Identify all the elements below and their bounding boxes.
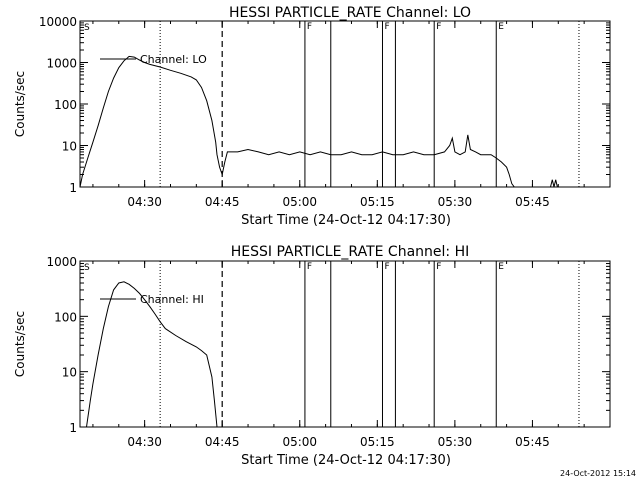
event-flag: E <box>498 262 504 272</box>
x-tick-label: 05:15 <box>360 195 395 209</box>
legend-label: Channel: HI <box>140 293 204 306</box>
chart-title: HESSI PARTICLE_RATE Channel: HI <box>231 244 469 260</box>
y-axis-label: Counts/sec <box>13 71 27 137</box>
x-tick-label: 04:45 <box>205 195 240 209</box>
y-tick-label: 100 <box>54 98 77 112</box>
x-tick-label: 04:30 <box>127 195 162 209</box>
plot-area: F F F E 04:30 04:45 05:00 05:15 05:30 05:45 1 10 100… <box>46 255 611 449</box>
event-flag: F <box>436 262 441 272</box>
y-tick-label: 1 <box>69 421 77 435</box>
x-tick-label: 05:00 <box>282 435 317 449</box>
x-tick-label: 04:45 <box>205 435 240 449</box>
y-tick-label: 10 <box>62 140 77 154</box>
y-tick-label: 1 <box>69 181 77 195</box>
x-tick-label: 05:30 <box>438 195 473 209</box>
x-tick-label: 05:30 <box>438 435 473 449</box>
event-flag: F <box>307 22 312 32</box>
x-axis-label: Start Time (24-Oct-12 04:17:30) <box>241 213 451 228</box>
x-tick-label: 05:45 <box>515 435 550 449</box>
start-flag: S <box>84 23 90 33</box>
y-tick-label: 10000 <box>39 15 77 29</box>
x-tick-label: 04:30 <box>127 435 162 449</box>
legend: Channel: HI <box>100 293 204 306</box>
x-tick-label: 05:00 <box>282 195 317 209</box>
plot-frame <box>79 20 611 188</box>
plot-frame <box>79 260 611 428</box>
y-axis-label: Counts/sec <box>13 311 27 377</box>
y-tick-label: 1000 <box>46 255 77 269</box>
x-tick-label: 05:15 <box>360 435 395 449</box>
event-flag: F <box>307 262 312 272</box>
y-tick-label: 100 <box>54 310 77 324</box>
series-line <box>79 55 515 188</box>
x-axis-label: Start Time (24-Oct-12 04:17:30) <box>241 453 451 468</box>
y-tick-label: 1000 <box>46 57 77 71</box>
legend-label: Channel: LO <box>140 53 207 66</box>
event-flag: E <box>498 22 504 32</box>
chart-panel-hi: HESSI PARTICLE_RATE Channel: HI F F F E 04:3… <box>13 244 611 468</box>
y-tick-label: 10 <box>62 366 77 380</box>
series-line <box>86 281 218 428</box>
event-flag: F <box>436 22 441 32</box>
event-flag: F <box>384 262 389 272</box>
start-flag: S <box>84 263 90 273</box>
event-flag: F <box>384 22 389 32</box>
chart-panel-lo: HESSI PARTICLE_RATE Channel: LO F F F E 04:3… <box>13 5 611 228</box>
legend: Channel: LO <box>100 53 207 66</box>
plot-area: F F F E 04:30 04:45 05:00 05:15 05:30 05:45 1 10 100… <box>39 15 611 209</box>
footer-timestamp: 24-Oct-2012 15:14 <box>560 469 636 478</box>
x-tick-label: 05:45 <box>515 195 550 209</box>
series-line-late <box>550 179 558 188</box>
chart-title: HESSI PARTICLE_RATE Channel: LO <box>229 5 471 21</box>
